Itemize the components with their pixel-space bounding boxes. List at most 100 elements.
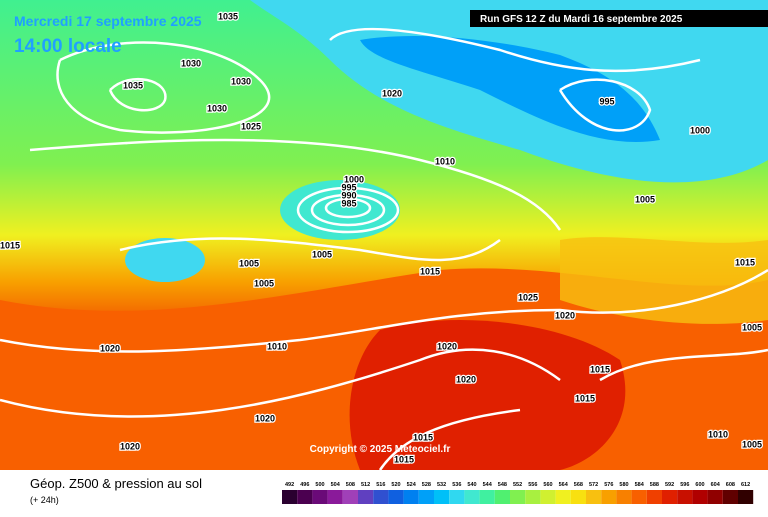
- isobar-label: 1030: [231, 76, 251, 86]
- isobar-label: 1025: [518, 292, 538, 302]
- scale-cell: [722, 490, 738, 504]
- scale-cell: [570, 490, 586, 504]
- isobar-label: 1015: [575, 393, 595, 403]
- scale-cell: [707, 490, 723, 504]
- isobar-label: 1005: [742, 439, 762, 449]
- scale-cell: [373, 490, 389, 504]
- scale-cell: [282, 490, 298, 504]
- scale-label: 532: [437, 482, 446, 488]
- scale-cell: [616, 490, 632, 504]
- isobar-label: 1005: [742, 322, 762, 332]
- scale-label: 576: [604, 482, 613, 488]
- isobar-label: 1020: [437, 341, 457, 351]
- scale-cell: [540, 490, 556, 504]
- scale-label: 548: [498, 482, 507, 488]
- scale-cell: [312, 490, 328, 504]
- isobar-label: 1035: [123, 80, 143, 90]
- isobar-label: 1020: [382, 88, 402, 98]
- scale-label: 588: [650, 482, 659, 488]
- scale-cell: [662, 490, 678, 504]
- scale-label: 524: [407, 482, 417, 488]
- isobar-label: 1020: [120, 441, 140, 451]
- isobar-label: 995: [599, 96, 614, 106]
- scale-label: 612: [741, 482, 750, 488]
- scale-label: 596: [680, 482, 689, 488]
- isobar-label: 1020: [456, 374, 476, 384]
- footer-title: Géop. Z500 & pression au sol: [30, 476, 202, 491]
- isobar-label: 1015: [590, 364, 610, 374]
- scale-label: 516: [376, 482, 385, 488]
- scale-cell: [464, 490, 480, 504]
- isobar-label: 1005: [254, 278, 274, 288]
- scale-cell: [646, 490, 662, 504]
- scale-label: 568: [574, 482, 583, 488]
- scale-cell: [434, 490, 450, 504]
- scale-cell: [342, 490, 358, 504]
- scale-label: 600: [695, 482, 704, 488]
- scale-label: 492: [285, 482, 294, 488]
- run-banner: [470, 10, 768, 27]
- isobar-label: 1000: [344, 174, 364, 184]
- isobar-label: 1035: [218, 11, 238, 21]
- isobar-label: 990: [341, 190, 356, 200]
- footer-subtitle: (+ 24h): [30, 495, 59, 505]
- scale-label: 500: [315, 482, 324, 488]
- isobar-label: 995: [341, 182, 356, 192]
- isobar-label: 1005: [239, 258, 259, 268]
- scale-cell: [327, 490, 343, 504]
- scale-label: 584: [635, 482, 645, 488]
- isobar-label: 1000: [690, 125, 710, 135]
- scale-label: 512: [361, 482, 370, 488]
- isobar-label: 1010: [708, 429, 728, 439]
- scale-cell: [525, 490, 541, 504]
- scale-label: 496: [300, 482, 309, 488]
- scale-cell: [479, 490, 495, 504]
- scale-label: 504: [331, 482, 341, 488]
- scale-label: 608: [726, 482, 735, 488]
- scale-label: 592: [665, 482, 674, 488]
- isobar-label: 1020: [555, 310, 575, 320]
- scale-label: 552: [513, 482, 522, 488]
- scale-label: 544: [483, 482, 493, 488]
- isobar-label: 1020: [100, 343, 120, 353]
- isobar-label: 1010: [267, 341, 287, 351]
- warm-ridge: [560, 237, 768, 324]
- cold-core: [360, 35, 660, 142]
- scale-cell: [418, 490, 434, 504]
- scale-cell: [358, 490, 374, 504]
- isobar-label: 1005: [312, 249, 332, 259]
- isobar-label: 1015: [735, 257, 755, 267]
- isobar-label: 1005: [635, 194, 655, 204]
- hot-zone: [349, 320, 626, 470]
- scale-label: 536: [452, 482, 461, 488]
- scale-label: 540: [467, 482, 476, 488]
- scale-cell: [297, 490, 313, 504]
- scale-cell: [449, 490, 465, 504]
- scale-cell: [738, 490, 754, 504]
- isobar-label: 1015: [394, 454, 414, 464]
- isobar-label: 1030: [181, 58, 201, 68]
- scale-label: 556: [528, 482, 537, 488]
- isobar-label: 1010: [435, 156, 455, 166]
- scale-cell: [601, 490, 617, 504]
- color-scale: 492 496 500 504 508 512 516 520 524 528 532 536 540 5…: [282, 482, 754, 504]
- scale-cell: [403, 490, 419, 504]
- cold-pool: [125, 238, 205, 282]
- scale-label: 520: [391, 482, 400, 488]
- isobar-label: 1015: [413, 432, 433, 442]
- scale-cell: [494, 490, 510, 504]
- scale-cell: [388, 490, 404, 504]
- scale-label: 528: [422, 482, 431, 488]
- forecast-time: 14:00 locale: [14, 36, 122, 57]
- scale-cell: [677, 490, 693, 504]
- isobar-label: 985: [341, 198, 356, 208]
- scale-label: 508: [346, 482, 355, 488]
- scale-cell: [586, 490, 602, 504]
- isobar-label: 1015: [0, 240, 20, 250]
- isobar-label: 1030: [207, 103, 227, 113]
- scale-label: 580: [619, 482, 628, 488]
- scale-cell: [692, 490, 708, 504]
- forecast-date: Mercredi 17 septembre 2025: [14, 13, 202, 29]
